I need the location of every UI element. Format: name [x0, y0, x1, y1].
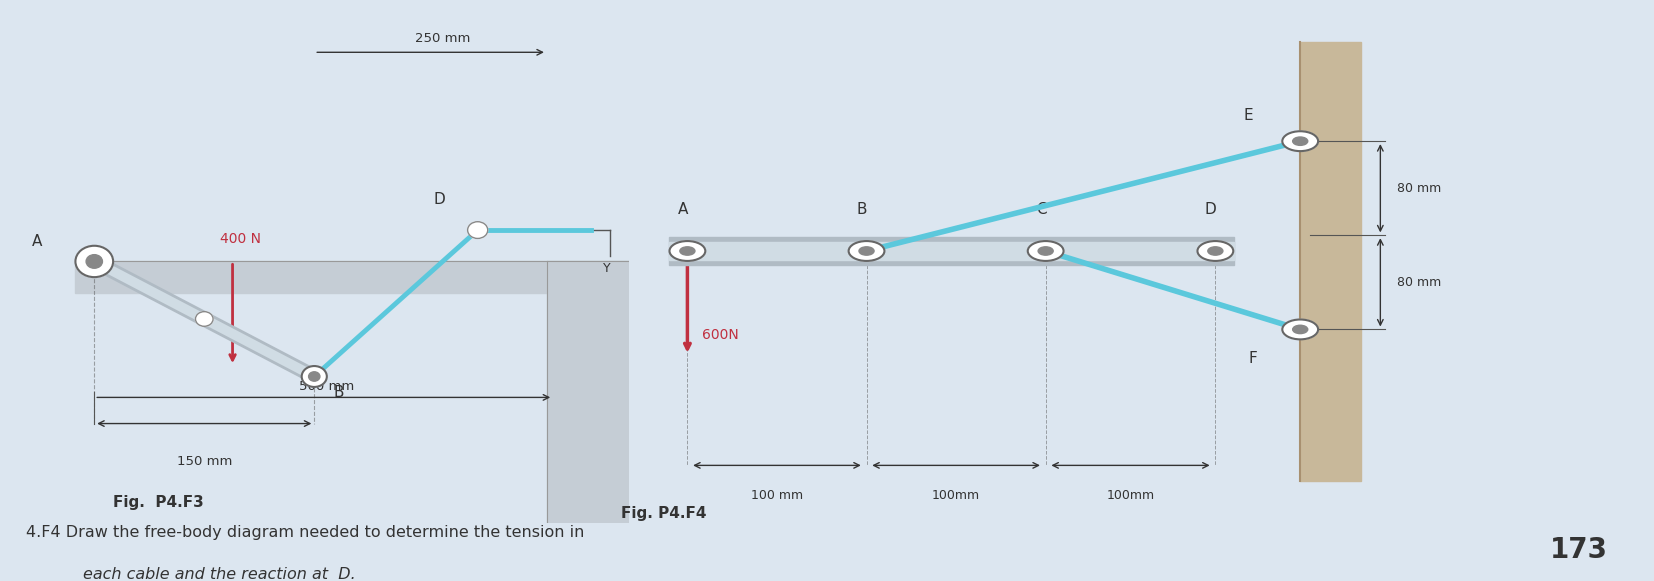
Text: Y: Y — [604, 262, 610, 275]
Bar — [547, 261, 629, 523]
Text: 250 mm: 250 mm — [415, 32, 471, 45]
Text: 500 mm: 500 mm — [299, 379, 354, 393]
Circle shape — [1207, 247, 1222, 255]
Circle shape — [195, 311, 213, 327]
Text: 100 mm: 100 mm — [751, 489, 804, 503]
Bar — [668, 242, 1234, 260]
Bar — [1300, 42, 1361, 481]
Circle shape — [301, 366, 327, 387]
Circle shape — [309, 372, 319, 381]
Text: 80 mm: 80 mm — [1398, 276, 1442, 289]
Bar — [668, 238, 1234, 264]
Text: E: E — [1244, 108, 1254, 123]
Text: 173: 173 — [1550, 536, 1608, 564]
Text: A: A — [678, 202, 688, 217]
Text: A: A — [31, 234, 41, 249]
Text: D: D — [1204, 202, 1217, 217]
Text: 100mm: 100mm — [933, 489, 981, 503]
Text: 600N: 600N — [701, 328, 738, 342]
Text: 4.F4 Draw the free-body diagram needed to determine the tension in: 4.F4 Draw the free-body diagram needed t… — [26, 525, 584, 540]
Circle shape — [680, 247, 695, 255]
Text: 80 mm: 80 mm — [1398, 182, 1442, 195]
Text: Fig. P4.F4: Fig. P4.F4 — [622, 505, 706, 521]
Circle shape — [76, 246, 112, 277]
Circle shape — [670, 241, 705, 261]
Text: C: C — [1035, 202, 1047, 217]
Circle shape — [849, 241, 885, 261]
Circle shape — [1197, 241, 1234, 261]
Circle shape — [1293, 137, 1308, 145]
Text: 400 N: 400 N — [220, 232, 261, 246]
Circle shape — [1282, 320, 1318, 339]
Text: each cable and the reaction at  D.: each cable and the reaction at D. — [83, 567, 356, 581]
Circle shape — [858, 247, 873, 255]
Circle shape — [468, 222, 488, 238]
Circle shape — [1027, 241, 1064, 261]
Circle shape — [1039, 247, 1054, 255]
Text: D: D — [433, 192, 445, 207]
Text: F: F — [1249, 352, 1257, 367]
Text: B: B — [332, 385, 344, 400]
Text: B: B — [857, 202, 867, 217]
Circle shape — [1282, 131, 1318, 151]
Text: 100mm: 100mm — [1107, 489, 1154, 503]
Circle shape — [86, 254, 103, 268]
Text: Fig.  P4.F3: Fig. P4.F3 — [112, 495, 203, 510]
Circle shape — [1293, 325, 1308, 333]
Bar — [76, 261, 629, 293]
Text: 150 mm: 150 mm — [177, 456, 232, 468]
